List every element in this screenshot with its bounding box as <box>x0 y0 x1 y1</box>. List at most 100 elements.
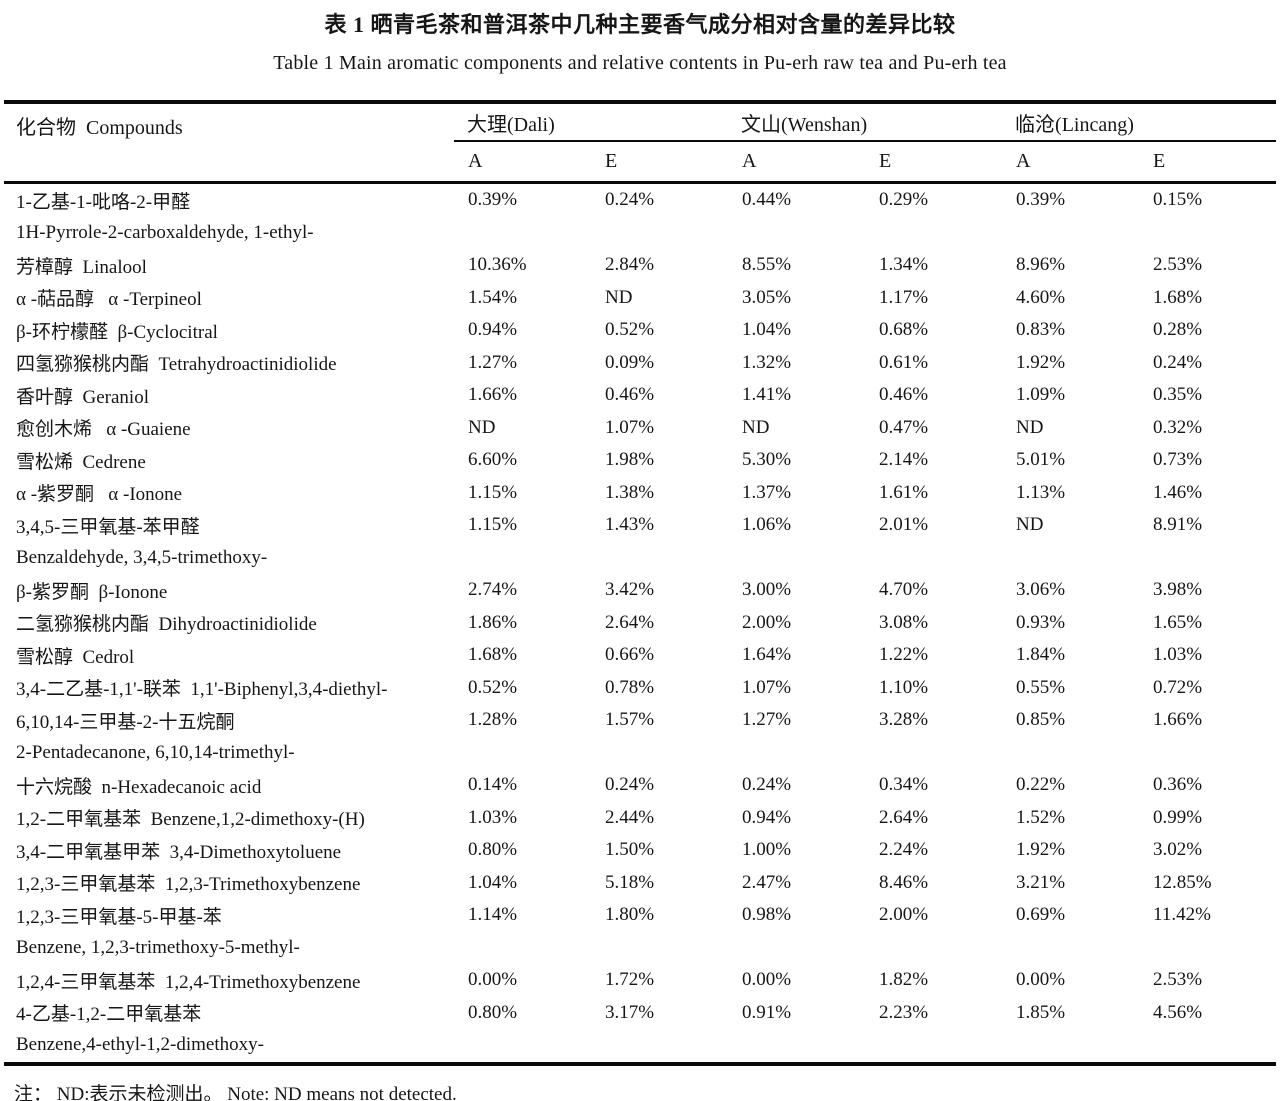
value-cell: 1.66% <box>468 384 518 406</box>
value-cell: 1.38% <box>605 481 655 503</box>
compound-name: 3,4,5-三甲氧基-苯甲醛 <box>16 516 200 538</box>
value-cell: 0.99% <box>1153 806 1203 828</box>
value-cell: 10.36% <box>468 254 527 276</box>
value-cell: ND <box>468 416 496 438</box>
value-cell <box>1139 217 1276 250</box>
value-cell: 0.66% <box>605 644 655 666</box>
value-cell: 0.24% <box>742 774 792 796</box>
value-cell: 1.80% <box>605 904 655 926</box>
value-cell: 12.85% <box>1153 871 1212 893</box>
value-cell: 3.28% <box>879 709 929 731</box>
value-cell: 0.68% <box>879 319 929 341</box>
compound-table-body: 1-乙基-1-吡咯-2-甲醛 0.39% 0.24% 0.44% 0.29% 0.39% 0… <box>4 183 1276 1064</box>
value-cell: 0.46% <box>879 384 929 406</box>
value-cell: 0.28% <box>1153 319 1203 341</box>
compound-name: α -紫罗酮 α -Ionone <box>16 484 183 506</box>
value-cell: 0.52% <box>468 676 518 698</box>
col-header-compounds: 化合物 Compounds <box>4 102 454 184</box>
region-header-row: 化合物 Compounds 大理(Dali) 文山(Wenshan) 临沧(Li… <box>4 102 1277 184</box>
compound-name: 1,2,3-三甲氧基苯 1,2,3-Trimethoxybenzene <box>16 874 361 896</box>
compound-name: α -萜品醇 α -Terpineol <box>16 289 202 311</box>
table-row: 3,4,5-三甲氧基-苯甲醛 1.15% 1.43% 1.06% 2.01% ND 8.91… <box>4 509 1276 542</box>
value-cell: 0.85% <box>1016 709 1066 731</box>
value-cell: 1.43% <box>605 514 655 536</box>
table-header: 化合物 Compounds 大理(Dali) 文山(Wenshan) 临沧(Li… <box>4 102 1277 184</box>
value-cell: 0.83% <box>1016 319 1066 341</box>
table-row: 2-Pentadecanone, 6,10,14-trimethyl- <box>4 737 1276 770</box>
value-cell <box>1002 542 1139 575</box>
table-row: 1,2,3-三甲氧基苯 1,2,3-Trimethoxybenzene 1.04%… <box>4 867 1276 900</box>
compound-name: 1-乙基-1-吡咯-2-甲醛 <box>16 191 191 213</box>
value-cell: ND <box>605 286 633 308</box>
value-cell: 0.24% <box>605 189 655 211</box>
compound-name: 4-乙基-1,2-二甲氧基苯 <box>16 1004 202 1026</box>
value-cell: 1.85% <box>1016 1001 1066 1023</box>
value-cell: 1.50% <box>605 839 655 861</box>
table-row: 1,2,4-三甲氧基苯 1,2,4-Trimethoxybenzene 0.00%… <box>4 964 1276 997</box>
value-cell: 2.00% <box>742 611 792 633</box>
compound-name: 1,2-二甲氧基苯 Benzene,1,2-dimethoxy-(H) <box>16 809 365 831</box>
value-cell: 3.21% <box>1016 871 1066 893</box>
value-cell: 3.00% <box>742 579 792 601</box>
value-cell: 1.04% <box>468 871 518 893</box>
table-row: 6,10,14-三甲基-2-十五烷酮 1.28% 1.57% 1.27% 3.28% 0.… <box>4 704 1276 737</box>
value-cell: 0.52% <box>605 319 655 341</box>
table-row: 3,4-二乙基-1,1'-联苯 1,1'-Biphenyl,3,4-diethy… <box>4 672 1276 705</box>
value-cell: 1.68% <box>1153 286 1203 308</box>
compound-name: 雪松烯 Cedrene <box>16 451 146 473</box>
value-cell <box>454 1029 591 1064</box>
value-cell: 1.17% <box>879 286 929 308</box>
subcolumn-header-row: A E A E A E <box>4 141 1277 184</box>
value-cell: 0.47% <box>879 416 929 438</box>
table-row: 雪松烯 Cedrene 6.60% 1.98% 5.30% 2.14% 5.01% 0.73… <box>4 444 1276 477</box>
value-cell: 0.39% <box>468 189 518 211</box>
value-cell: 11.42% <box>1153 904 1211 926</box>
value-cell: 4.70% <box>879 579 929 601</box>
table-row: β-环柠檬醛 β-Cyclocitral 0.94% 0.52% 1.04% 0.68%… <box>4 314 1276 347</box>
value-cell <box>1002 1029 1139 1064</box>
table-caption-zh: 表 1 晒青毛茶和普洱茶中几种主要香气成分相对含量的差异比较 <box>324 12 956 37</box>
value-cell: 4.60% <box>1016 286 1066 308</box>
table-row: 十六烷酸 n-Hexadecanoic acid 0.14% 0.24% 0.24% 0… <box>4 769 1276 802</box>
value-cell: 1.15% <box>468 514 518 536</box>
compound-name: 芳樟醇 Linalool <box>16 256 147 278</box>
value-cell: 3.05% <box>742 286 792 308</box>
value-cell: 2.00% <box>879 904 929 926</box>
value-cell <box>454 932 591 965</box>
value-cell <box>591 1029 728 1064</box>
value-cell: 5.30% <box>742 449 792 471</box>
value-cell <box>728 737 865 770</box>
value-cell: 0.69% <box>1016 904 1066 926</box>
value-cell: 0.34% <box>879 774 929 796</box>
value-cell: 0.94% <box>742 806 792 828</box>
value-cell: 1.03% <box>468 806 518 828</box>
value-cell <box>1139 932 1276 965</box>
value-cell: ND <box>1016 416 1044 438</box>
value-cell: 0.78% <box>605 676 655 698</box>
value-cell: 0.22% <box>1016 774 1066 796</box>
compound-name: 6,10,14-三甲基-2-十五烷酮 <box>16 711 235 733</box>
table-row: 雪松醇 Cedrol 1.68% 0.66% 1.64% 1.22% 1.84% 1.03% <box>4 639 1276 672</box>
value-cell: 1.65% <box>1153 611 1203 633</box>
aroma-components-table: 化合物 Compounds 大理(Dali) 文山(Wenshan) 临沧(Li… <box>4 100 1277 1066</box>
subcol-header-lincang-a: A <box>1002 141 1140 184</box>
value-cell: 0.80% <box>468 839 518 861</box>
value-cell: 1.28% <box>468 709 518 731</box>
compound-name: 愈创木烯 α -Guaiene <box>16 419 191 441</box>
value-cell: 1.06% <box>742 514 792 536</box>
table-row: 四氢猕猴桃内酯 Tetrahydroactinidiolide 1.27% 0.09… <box>4 347 1276 380</box>
value-cell: 0.94% <box>468 319 518 341</box>
value-cell: 0.55% <box>1016 676 1066 698</box>
value-cell <box>865 542 1002 575</box>
value-cell: 1.27% <box>742 709 792 731</box>
value-cell: 2.53% <box>1153 969 1203 991</box>
value-cell: 2.64% <box>605 611 655 633</box>
value-cell: 1.10% <box>879 676 929 698</box>
value-cell: 1.34% <box>879 254 929 276</box>
table-row: 愈创木烯 α -Guaiene ND 1.07% ND 0.47% ND 0.32% <box>4 412 1276 445</box>
value-cell <box>454 737 591 770</box>
value-cell <box>1002 217 1139 250</box>
value-cell: 5.18% <box>605 871 655 893</box>
value-cell: 1.64% <box>742 644 792 666</box>
value-cell: 2.23% <box>879 1001 929 1023</box>
